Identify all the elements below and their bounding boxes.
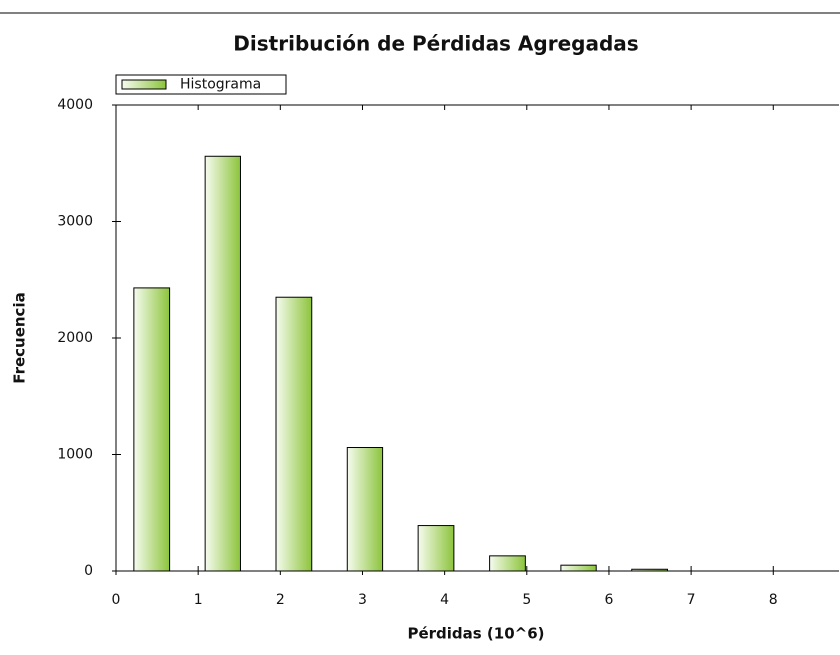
y-tick-label: 4000 xyxy=(57,97,93,113)
legend-label: Histograma xyxy=(180,77,261,93)
bar xyxy=(275,296,313,572)
x-tick-label: 3 xyxy=(358,592,367,608)
x-tick-label: 5 xyxy=(522,592,531,608)
x-tick-label: 7 xyxy=(687,592,696,608)
x-tick-label: 8 xyxy=(769,592,778,608)
y-axis-label: Frecuencia xyxy=(11,292,29,383)
x-axis-label: Pérdidas (10^6) xyxy=(407,625,544,643)
y-tick-label: 1000 xyxy=(57,447,93,463)
y-tick-label: 0 xyxy=(84,563,93,579)
x-tick-label: 0 xyxy=(112,592,121,608)
bar xyxy=(133,287,171,572)
y-tick-label: 2000 xyxy=(57,330,93,346)
x-tick-label: 1 xyxy=(194,592,203,608)
x-tick-label: 6 xyxy=(604,592,613,608)
bar xyxy=(204,155,241,572)
bar xyxy=(417,525,455,572)
x-tick-label: 2 xyxy=(276,592,285,608)
legend-swatch xyxy=(121,79,167,90)
x-tick-label: 4 xyxy=(440,592,449,608)
chart-title: Distribución de Pérdidas Agregadas xyxy=(233,32,638,56)
bar xyxy=(560,564,597,572)
y-tick-label: 3000 xyxy=(57,214,93,230)
bar xyxy=(489,555,526,572)
bar xyxy=(346,447,384,572)
